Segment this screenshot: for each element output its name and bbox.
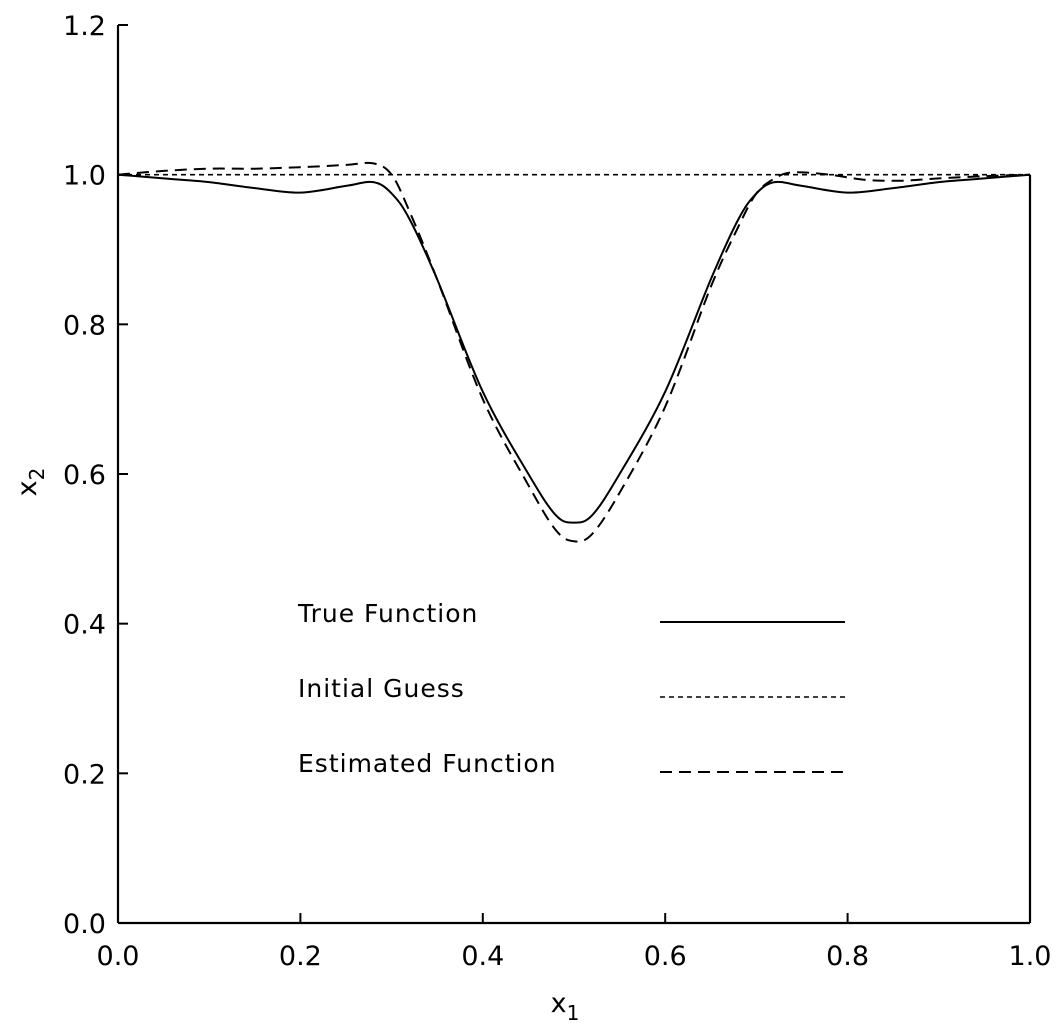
y-tick-label: 0.4 — [63, 610, 106, 641]
legend-label-2: Estimated Function — [298, 749, 557, 778]
plot-frame — [116, 25, 1032, 925]
x-axis-label: x1 — [551, 988, 580, 1025]
x-tick-label: 0.2 — [279, 941, 322, 972]
legend-label-0: True Function — [297, 599, 478, 628]
series-layer — [117, 161, 1031, 543]
y-tick-label: 0.8 — [63, 310, 106, 341]
x-axis-label-sub: 1 — [567, 1001, 580, 1025]
legend-label-1: Initial Guess — [298, 674, 465, 703]
y-tick-label: 1.0 — [63, 161, 106, 192]
y-tick-label: 1.2 — [63, 11, 106, 42]
series-line-0 — [117, 173, 1031, 524]
legend: True Function Initial Guess Estimated Func… — [297, 599, 845, 778]
series-line-2 — [117, 161, 1031, 543]
x-tick-label: 0.6 — [644, 941, 687, 972]
x-axis-label-main: x — [551, 988, 567, 1019]
y-axis-label-main: x — [12, 480, 43, 496]
y-tick-label: 0.0 — [63, 909, 106, 940]
x-tick-label: 0.0 — [97, 941, 140, 972]
y-tick-label: 0.2 — [63, 759, 106, 790]
y-axis-label-sub: 2 — [25, 468, 49, 481]
tick-labels: 0.0 0.2 0.4 0.6 0.8 1.0 0.0 0.2 0.4 0.6 0.8 1.0 1.2 — [63, 11, 1051, 972]
axis-ticks — [117, 24, 1031, 924]
x-tick-label: 0.8 — [826, 941, 869, 972]
x-tick-label: 0.4 — [461, 941, 504, 972]
y-axis-label: x2 — [12, 468, 49, 497]
y-tick-label: 0.6 — [63, 460, 106, 491]
x-tick-label: 1.0 — [1009, 941, 1052, 972]
